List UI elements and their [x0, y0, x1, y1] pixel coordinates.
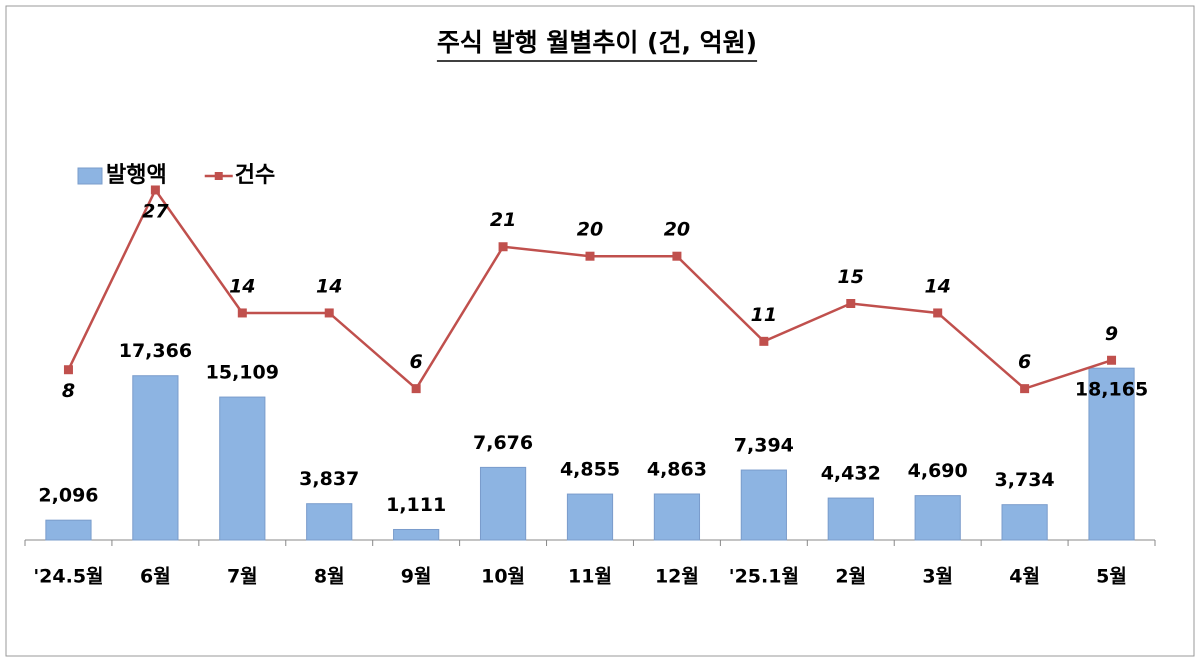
- x-tick-label: '24.5월: [33, 566, 103, 588]
- bar: [45, 519, 92, 541]
- line-value-label: 20: [577, 219, 603, 241]
- bar: [393, 528, 440, 541]
- x-tick-label: 8월: [314, 566, 345, 588]
- legend-swatch: [214, 172, 223, 180]
- bar: [827, 497, 874, 541]
- x-tick-label: 5월: [1096, 566, 1127, 588]
- bar-value-label: 4,432: [821, 463, 881, 485]
- bar: [306, 503, 353, 541]
- line-value-label: 27: [142, 200, 169, 222]
- line-value-label: 6: [410, 351, 423, 373]
- line-marker: [498, 242, 508, 252]
- line-value-label: 14: [316, 275, 342, 297]
- bar-value-label: 17,366: [119, 340, 192, 362]
- bar: [653, 493, 701, 541]
- line-value-label: 15: [838, 266, 864, 288]
- line-marker: [150, 185, 160, 195]
- line-marker: [585, 251, 595, 261]
- line-marker: [672, 251, 682, 261]
- line-marker: [324, 308, 334, 318]
- bar-value-label: 18,165: [1075, 379, 1148, 401]
- legend-swatch: [77, 167, 103, 185]
- bar: [479, 466, 527, 541]
- line-marker: [1107, 355, 1117, 365]
- x-tick-label: 3월: [922, 566, 953, 588]
- x-tick-label: 9월: [401, 566, 432, 588]
- bar: [1001, 504, 1048, 541]
- line-marker: [237, 308, 247, 318]
- line-marker: [63, 365, 73, 375]
- bar-value-label: 3,734: [995, 469, 1055, 491]
- x-tick-label: 6월: [140, 566, 171, 588]
- x-tick-label: 11월: [568, 566, 612, 588]
- bar: [1088, 367, 1135, 541]
- chart-title: 주식 발행 월별추이 (건, 억원): [437, 28, 757, 57]
- bar-value-label: 7,676: [473, 432, 533, 454]
- bar: [914, 495, 961, 541]
- line-marker: [933, 308, 943, 318]
- bar-value-label: 7,394: [734, 435, 794, 457]
- chart-border: [5, 5, 1195, 657]
- bar-value-label: 1,111: [386, 494, 446, 516]
- bar-value-label: 4,690: [908, 460, 968, 482]
- bar: [132, 375, 179, 541]
- bar: [740, 469, 787, 541]
- line-marker: [1020, 384, 1030, 394]
- x-tick-label: 4월: [1009, 566, 1040, 588]
- x-tick-label: 12월: [655, 566, 699, 588]
- line-value-label: 21: [490, 209, 516, 231]
- line-value-label: 14: [229, 275, 255, 297]
- line-marker: [846, 299, 856, 308]
- bar-value-label: 3,837: [299, 468, 359, 490]
- legend-label: 건수: [235, 163, 275, 188]
- bar-value-label: 4,855: [560, 459, 620, 481]
- bar-value-label: 2,096: [38, 485, 98, 507]
- line-value-label: 9: [1105, 323, 1118, 345]
- x-tick-label: 10월: [481, 566, 525, 588]
- x-tick-label: '25.1월: [729, 566, 799, 588]
- line-value-label: 8: [62, 380, 75, 402]
- line-marker: [759, 336, 769, 346]
- legend-label: 발행액: [106, 163, 167, 188]
- line-marker: [411, 384, 421, 394]
- bar-value-label: 15,109: [206, 362, 279, 384]
- line-value-label: 11: [751, 304, 777, 326]
- x-tick-label: 2월: [835, 566, 866, 588]
- line-value-label: 6: [1018, 351, 1031, 373]
- x-tick-label: 7월: [227, 566, 258, 588]
- bar-value-label: 4,863: [647, 458, 707, 480]
- line-value-label: 20: [664, 219, 690, 241]
- bar: [219, 396, 266, 541]
- bar: [566, 493, 614, 541]
- line-value-label: 14: [924, 275, 950, 297]
